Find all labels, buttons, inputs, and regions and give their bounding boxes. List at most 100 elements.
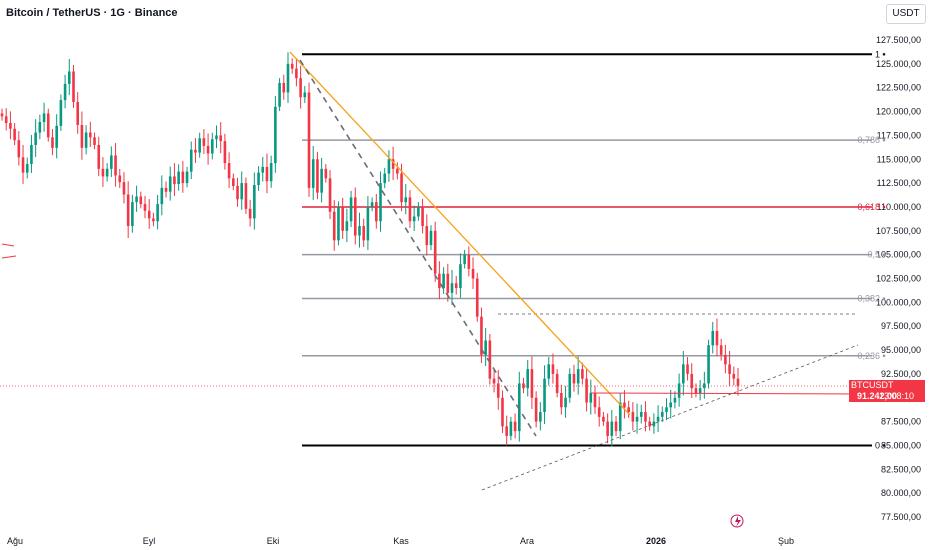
y-tick-label: 127.500,00 xyxy=(876,35,921,45)
candle-body xyxy=(690,373,694,389)
candle-body xyxy=(400,173,403,203)
y-tick-label: 87.500,00 xyxy=(881,417,921,427)
candle-body xyxy=(76,102,80,125)
y-tick-label: 77.500,00 xyxy=(881,512,921,522)
candle-body xyxy=(0,113,4,117)
fib-label: 1 xyxy=(875,49,880,59)
candle-body xyxy=(530,369,534,398)
candle-body xyxy=(631,412,635,422)
candle-body xyxy=(72,71,75,103)
candle-body xyxy=(240,183,244,200)
candle-body xyxy=(358,226,361,236)
candle-body xyxy=(606,421,609,436)
candle-body xyxy=(429,230,433,246)
y-tick-label: 122.500,00 xyxy=(876,83,921,93)
candle-body xyxy=(572,373,576,384)
candle-body xyxy=(463,254,466,265)
candle-body xyxy=(703,383,706,389)
candle-body xyxy=(181,171,185,184)
candle-body xyxy=(131,202,134,227)
price-tag-price: 91.242,00 xyxy=(857,390,898,401)
y-tick-label: 115.000,00 xyxy=(877,154,921,164)
candle-body xyxy=(311,159,315,188)
x-tick-label: 2026 xyxy=(646,536,666,546)
fib-dot xyxy=(882,444,886,447)
fib-label: 0,5 xyxy=(867,250,880,260)
candle-body xyxy=(551,364,555,374)
candle-body xyxy=(42,113,46,123)
x-tick-label: Ara xyxy=(520,536,534,546)
candle-body xyxy=(370,202,374,207)
candle-body xyxy=(202,138,206,146)
candle-body xyxy=(454,283,458,289)
candle-body xyxy=(539,412,542,422)
candle-body xyxy=(711,330,715,346)
candle-body xyxy=(475,278,479,317)
candle-body xyxy=(568,373,572,398)
candle-body xyxy=(644,412,647,422)
candle-body xyxy=(328,178,332,212)
candle-body xyxy=(480,316,483,355)
candle-body xyxy=(164,187,168,192)
candle-body xyxy=(425,226,429,246)
candle-body xyxy=(597,407,601,417)
candle-body xyxy=(618,402,622,432)
candle-body xyxy=(274,106,277,164)
candle-body xyxy=(496,383,500,398)
candle-body xyxy=(345,221,349,231)
y-tick-label: 117.500,00 xyxy=(877,130,921,140)
candle-body xyxy=(261,166,265,173)
candle-body xyxy=(652,421,656,427)
candle-body xyxy=(682,364,685,384)
candle-body xyxy=(135,196,138,203)
candle-body xyxy=(673,397,677,403)
x-tick-label: Şub xyxy=(778,536,794,546)
candle-body xyxy=(736,378,740,386)
fib-label: 0 xyxy=(875,440,880,450)
candle-body xyxy=(307,92,311,188)
candle-body xyxy=(505,426,508,436)
candle-body xyxy=(215,135,218,140)
candle-body xyxy=(694,388,698,393)
candle-body xyxy=(89,132,92,138)
candle-body xyxy=(471,268,475,279)
candle-body xyxy=(126,194,130,227)
descending-trendline-dashed xyxy=(299,59,537,437)
candle-body xyxy=(391,159,395,169)
candle-body xyxy=(379,183,382,222)
candle-body xyxy=(160,187,164,205)
candle-body xyxy=(97,144,101,169)
x-tick-label: Eki xyxy=(267,536,280,546)
y-tick-label: 112.500,00 xyxy=(877,178,921,188)
price-tag-row: BTCUSDT 91.242,00 xyxy=(849,379,925,401)
candle-body xyxy=(614,421,618,432)
candle-body xyxy=(446,273,450,293)
candle-body xyxy=(265,166,269,182)
candle-body xyxy=(46,113,50,138)
candle-body xyxy=(396,168,399,174)
candle-body xyxy=(316,159,319,193)
currency-button[interactable]: USDT xyxy=(886,4,926,24)
candle-body xyxy=(660,412,664,417)
candle-body xyxy=(724,354,727,365)
candle-body xyxy=(669,402,673,408)
candle-body xyxy=(585,378,588,403)
price-tag: BTCUSDT 91.242,00 13:08:10 xyxy=(849,379,925,402)
candle-body xyxy=(80,124,84,148)
candle-body xyxy=(9,122,12,129)
descending-trendline-orange xyxy=(289,51,631,416)
candle-body xyxy=(547,364,551,379)
fib-dot xyxy=(882,53,886,56)
candle-body xyxy=(677,383,681,398)
candle-body xyxy=(30,144,33,165)
candle-body xyxy=(635,416,639,422)
fib-label: 0,236 xyxy=(857,351,880,361)
candle-body xyxy=(93,137,96,145)
y-tick-label: 97.500,00 xyxy=(881,321,921,331)
candle-body xyxy=(488,340,492,379)
candle-body xyxy=(269,163,273,182)
candle-body xyxy=(665,407,668,413)
candle-body xyxy=(185,171,189,184)
candle-body xyxy=(719,345,723,355)
